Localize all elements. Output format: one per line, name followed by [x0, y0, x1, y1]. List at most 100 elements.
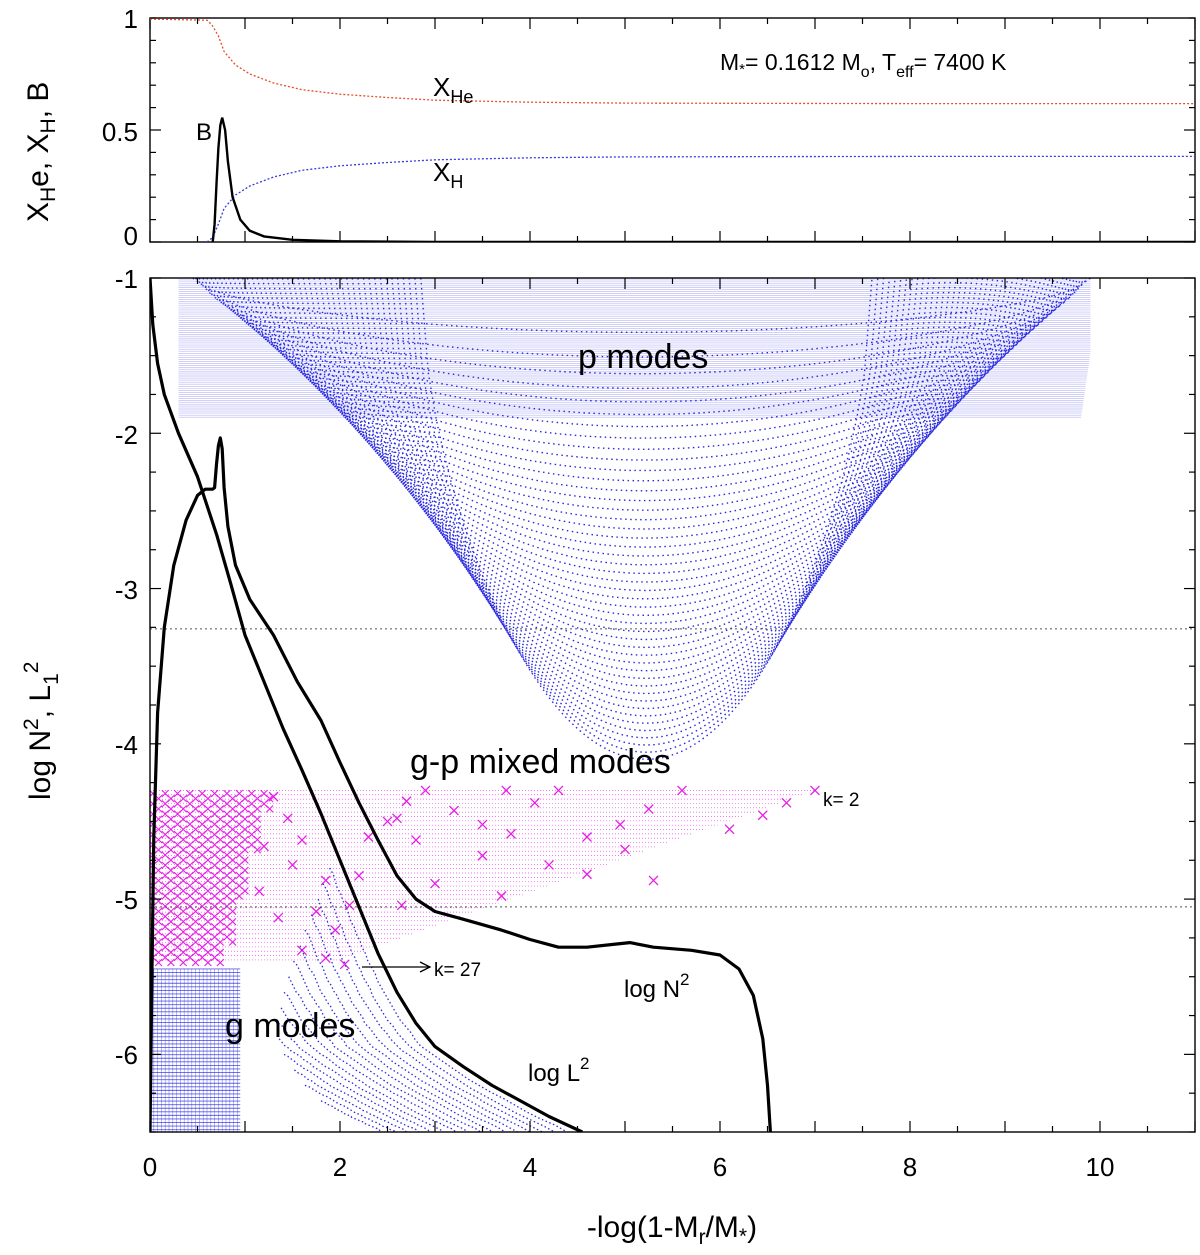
- mixed-mode-point: [477, 850, 488, 861]
- ytick-label: -4: [115, 730, 138, 760]
- g-mode-curve: [299, 945, 506, 1132]
- k27-arrow: [362, 961, 432, 973]
- mixed-mode-point: [167, 958, 175, 967]
- mixed-mode-point: [259, 841, 269, 852]
- mixed-mode-point: [265, 805, 274, 813]
- mixed-mode-point: [228, 938, 237, 946]
- mixed-mode-point: [430, 878, 440, 889]
- p-mode-curve: [192, 278, 1091, 333]
- mixed-mode-point: [496, 891, 507, 901]
- p-mode-curve: [318, 278, 973, 625]
- g-mode-curve: [288, 976, 481, 1132]
- p-mode-curve: [402, 278, 891, 739]
- g-mode-curve: [293, 1069, 407, 1132]
- mixed-mode-point: [382, 816, 393, 827]
- ytick-label: -6: [115, 1040, 138, 1070]
- log-l2-label: log L2: [528, 1054, 590, 1087]
- mixed-mode-point: [216, 958, 225, 967]
- k27-label: k= 27: [434, 960, 481, 981]
- xtick-label: 2: [333, 1152, 347, 1182]
- mixed-mode-point: [287, 859, 298, 870]
- p-mode-curve: [379, 278, 913, 710]
- ytick-label: -1: [115, 264, 138, 294]
- p-mode-curve: [308, 278, 984, 608]
- g-mode-curve: [278, 1038, 432, 1132]
- p-mode-curve: [202, 278, 1083, 390]
- p-mode-curve: [351, 278, 941, 672]
- mixed-mode-point: [449, 805, 459, 816]
- mixed-mode-point: [235, 892, 244, 900]
- p-mode-curve: [195, 278, 1089, 358]
- top-ytick-label: 0: [124, 221, 138, 251]
- reference-lines: [150, 628, 1195, 908]
- mixed-mode-point: [677, 785, 687, 796]
- g-mode-curve: [304, 1084, 395, 1132]
- log-n2-curve: [150, 436, 772, 1132]
- gp-mixed-modes-label: g-p mixed modes: [410, 743, 671, 781]
- mixed-mode-point: [254, 886, 265, 897]
- mixed-mode-point: [620, 844, 630, 855]
- x-axis-label: -log(1-Mr/M*): [587, 1211, 757, 1249]
- top-y-axis-label: XHe, XH, B: [22, 82, 60, 222]
- p-mode-curve: [385, 278, 908, 717]
- bottom-series-group: [150, 278, 772, 1132]
- mixed-mode-point: [411, 835, 421, 846]
- g-mode-curve: [277, 1022, 444, 1132]
- xtick-label: 6: [713, 1152, 727, 1182]
- ytick-label: -3: [115, 575, 138, 605]
- p-mode-curve: [414, 278, 879, 753]
- mixed-mode-point: [477, 819, 488, 830]
- g-mode-curve: [320, 1100, 383, 1132]
- p-mode-curve: [362, 278, 930, 687]
- mixed-mode-point: [810, 785, 820, 796]
- p-mode-curve: [374, 278, 919, 702]
- mixed-mode-point: [420, 785, 431, 796]
- mixed-mode-point: [544, 859, 554, 870]
- p-mode-curve: [271, 278, 1019, 548]
- mixed-mode-point: [529, 797, 540, 808]
- mixed-mode-point: [354, 870, 364, 881]
- mixed-mode-point: [339, 959, 350, 970]
- mixed-mode-point: [724, 824, 735, 835]
- g-mode-curve: [322, 883, 556, 1132]
- mixed-mode-point: [781, 797, 792, 808]
- mixed-mode-point: [330, 925, 341, 936]
- mixed-mode-point: [282, 813, 293, 824]
- k2-label: k= 2: [823, 790, 859, 811]
- xhe-curve: [150, 18, 1195, 105]
- mixed-mode-point: [320, 875, 331, 886]
- p-mode-curve: [346, 278, 947, 664]
- mixed-mode-point: [179, 958, 188, 967]
- mixed-mode-point: [396, 900, 407, 911]
- b-curve: [211, 117, 1195, 242]
- p-mode-curve: [256, 278, 1033, 521]
- p-mode-curve: [329, 278, 963, 641]
- top-axis-ticks: [149, 17, 1196, 243]
- mixed-mode-point: [615, 819, 626, 830]
- ytick-label: -2: [115, 420, 138, 450]
- mixed-mode-point: [204, 958, 212, 967]
- propagation-panel: -1 -2 -3 -4 -5 -6 0 2 4 6 8 10 -log(1-Mr…: [20, 264, 1196, 1249]
- g-mode-curve: [304, 929, 518, 1132]
- mixed-mode-point: [191, 958, 200, 967]
- y-axis-label: log N2, L12: [20, 662, 63, 800]
- mixed-mode-point: [553, 785, 564, 796]
- xtick-label: 4: [523, 1152, 537, 1182]
- xh-series-label: XH: [433, 157, 463, 192]
- p-mode-curve: [246, 278, 1042, 502]
- p-mode-curve: [223, 278, 1064, 451]
- g-mode-grid: [150, 867, 568, 1132]
- log-n2-label: log N2: [624, 970, 690, 1003]
- p-mode-curve: [214, 278, 1072, 428]
- mixed-mode-point: [582, 832, 592, 842]
- mixed-mode-point: [401, 796, 412, 807]
- top-series-group: [150, 18, 1195, 242]
- mixed-mode-point: [154, 958, 163, 967]
- xtick-label: 8: [903, 1152, 917, 1182]
- p-modes-label: p modes: [578, 338, 708, 376]
- log-l2-curve: [150, 278, 583, 1132]
- bottom-axis-ticks: [149, 277, 1196, 1133]
- xh-curve: [206, 155, 1195, 242]
- p-mode-curve: [324, 278, 968, 633]
